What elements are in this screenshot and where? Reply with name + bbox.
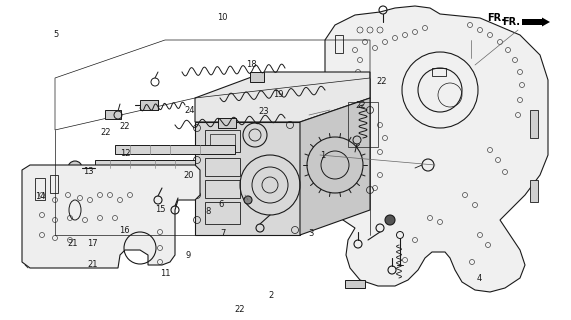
Text: 10: 10 — [218, 13, 228, 22]
Text: 23: 23 — [259, 107, 269, 116]
Text: 11: 11 — [160, 269, 171, 278]
Bar — [250, 72, 264, 82]
Bar — [115, 145, 235, 154]
Text: 3: 3 — [308, 229, 314, 238]
Bar — [432, 68, 446, 76]
Bar — [205, 158, 240, 176]
Text: 14: 14 — [35, 192, 45, 201]
Circle shape — [68, 161, 82, 175]
Text: 24: 24 — [184, 106, 195, 115]
Bar — [205, 180, 240, 198]
Text: 6: 6 — [219, 200, 224, 209]
Bar — [345, 280, 365, 288]
Bar — [205, 130, 240, 152]
Text: 2: 2 — [268, 292, 274, 300]
Polygon shape — [22, 165, 200, 268]
Text: 22: 22 — [119, 122, 130, 131]
Circle shape — [244, 196, 252, 204]
Text: 22: 22 — [235, 305, 245, 314]
Polygon shape — [195, 122, 300, 235]
Text: 20: 20 — [183, 171, 194, 180]
Polygon shape — [195, 72, 370, 122]
Bar — [335, 35, 343, 53]
Text: 1: 1 — [320, 151, 325, 160]
Bar — [140, 100, 158, 110]
Text: 7: 7 — [220, 229, 226, 238]
Bar — [50, 175, 58, 193]
Text: 9: 9 — [186, 252, 191, 260]
Text: 15: 15 — [155, 205, 165, 214]
Bar — [95, 160, 195, 168]
Text: 16: 16 — [119, 226, 130, 235]
Text: 4: 4 — [477, 274, 482, 283]
Text: 21: 21 — [68, 239, 78, 248]
Polygon shape — [325, 6, 548, 292]
Bar — [530, 110, 538, 138]
FancyArrow shape — [522, 18, 550, 27]
Text: 21: 21 — [87, 260, 98, 269]
Bar — [205, 202, 240, 224]
Text: 22: 22 — [100, 128, 111, 137]
Polygon shape — [300, 98, 370, 235]
Bar — [348, 102, 378, 147]
Text: 8: 8 — [206, 207, 211, 216]
Text: FR.: FR. — [502, 17, 520, 27]
Text: 22: 22 — [356, 101, 366, 110]
Text: 22: 22 — [376, 77, 387, 86]
Bar — [35, 178, 45, 200]
Text: 12: 12 — [120, 149, 131, 158]
Text: FR.: FR. — [487, 13, 505, 23]
Bar — [210, 134, 235, 148]
Text: 13: 13 — [83, 167, 94, 176]
Text: 19: 19 — [274, 90, 284, 99]
Text: 5: 5 — [53, 30, 59, 39]
Bar — [530, 180, 538, 202]
Circle shape — [385, 215, 395, 225]
Text: 18: 18 — [246, 60, 256, 68]
Bar — [218, 118, 236, 128]
Bar — [105, 110, 121, 119]
Text: 17: 17 — [87, 239, 98, 248]
